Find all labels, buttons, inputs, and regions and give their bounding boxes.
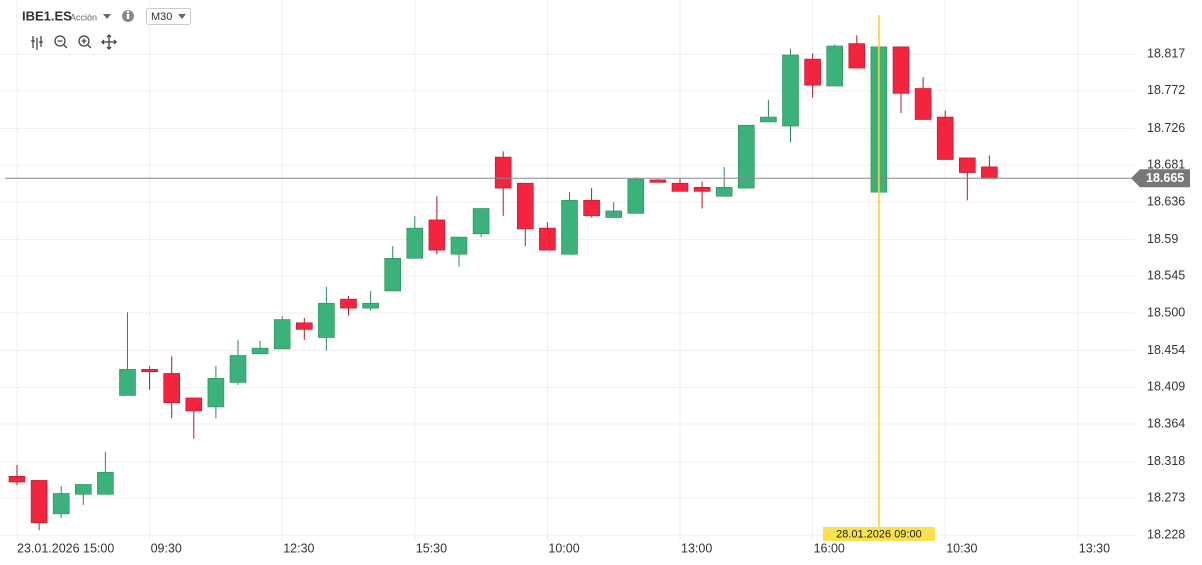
candle-body [30,480,48,524]
candle-body [981,166,998,179]
y-tick-label: 18.318 [1147,454,1185,468]
candle-body [362,302,379,309]
y-tick-label: 18.454 [1147,343,1185,357]
timeframe-dropdown [178,14,186,19]
zoom-out-icon[interactable] [54,35,66,47]
candle-body [804,58,821,86]
last-price-label: 18.665 [1146,171,1184,185]
y-tick-label: 18.726 [1147,121,1185,135]
crosshair-label-box [822,527,935,541]
candle-body [207,378,225,408]
candle-body [119,369,136,396]
y-tick-label: 18.545 [1147,269,1185,283]
candle-body [295,322,313,330]
candle-body [583,200,600,217]
y-tick-label: 18.500 [1147,305,1185,319]
x-tick-label: 16:00 [814,541,845,555]
candle-body [384,258,402,292]
x-tick-label: 15:30 [416,541,447,555]
candle-body [52,493,70,515]
last-price-tag [1131,169,1190,188]
toolbar [31,34,117,50]
candle-body [649,179,667,183]
candle-body [428,219,446,251]
candle-body [561,200,578,255]
x-tick-label: 10:00 [548,541,579,555]
candle-body [185,397,203,412]
candle-body [715,186,733,197]
candle-body [892,46,910,94]
y-tick-label: 18.364 [1147,416,1185,430]
x-tick-label: 10:30 [946,541,977,555]
candle-body [406,227,424,259]
candle-body [671,182,689,192]
symbol-dropdown[interactable] [103,14,111,19]
y-tick-label: 18.681 [1147,158,1185,172]
candle-body [848,43,866,69]
y-tick-label: 18.59 [1147,232,1178,246]
candle-body [8,476,26,483]
x-tick-label: 13:00 [681,541,712,555]
y-tick-label: 18.273 [1147,491,1185,505]
timeframe: M30 [151,11,172,23]
candle-body [605,210,623,218]
candle-body [75,484,92,495]
y-tick-label: 18.817 [1147,46,1185,60]
info-icon-bar [126,14,130,19]
candle-body [340,298,357,309]
candle-body [914,88,932,120]
y-tick-label: 18.772 [1147,83,1185,97]
candle-body [693,186,711,192]
candle-body [737,124,755,189]
symbol[interactable]: IBE1.ES [22,8,72,23]
y-tick-label: 18.409 [1147,380,1185,394]
x-tick-label: 09:30 [151,541,182,555]
candle-body [251,347,269,355]
candle-body [958,157,976,173]
candle-body [516,182,534,230]
chart-type-icon[interactable] [31,36,43,50]
candle-body [826,45,844,87]
zoom-in-icon[interactable] [78,35,90,47]
candle-body [936,116,954,160]
pan-icon[interactable] [101,34,117,50]
y-tick-label: 18.636 [1147,194,1185,208]
candle-body [318,302,335,338]
crosshair-label: 28.01.2026 09:00 [836,528,922,540]
timeframe-select[interactable] [146,8,191,25]
candle-body [760,116,777,123]
candle-body [472,208,490,235]
candle-body [273,319,291,350]
candle-body [782,54,799,127]
candle-body [494,156,512,189]
info-icon-dot [126,10,130,14]
candle-body [539,227,556,251]
candle-body [163,373,180,404]
candle-body [141,369,158,373]
instrument-type: Acción [70,12,97,22]
x-tick-label: 13:30 [1079,541,1110,555]
candle-body [627,178,645,214]
candle-body [97,471,114,495]
candle-body [450,236,468,255]
x-tick-label: 23.01.2026 15:00 [17,541,114,555]
x-tick-label: 12:30 [283,541,314,555]
candle-body [229,355,247,383]
y-tick-label: 18.228 [1147,527,1185,541]
